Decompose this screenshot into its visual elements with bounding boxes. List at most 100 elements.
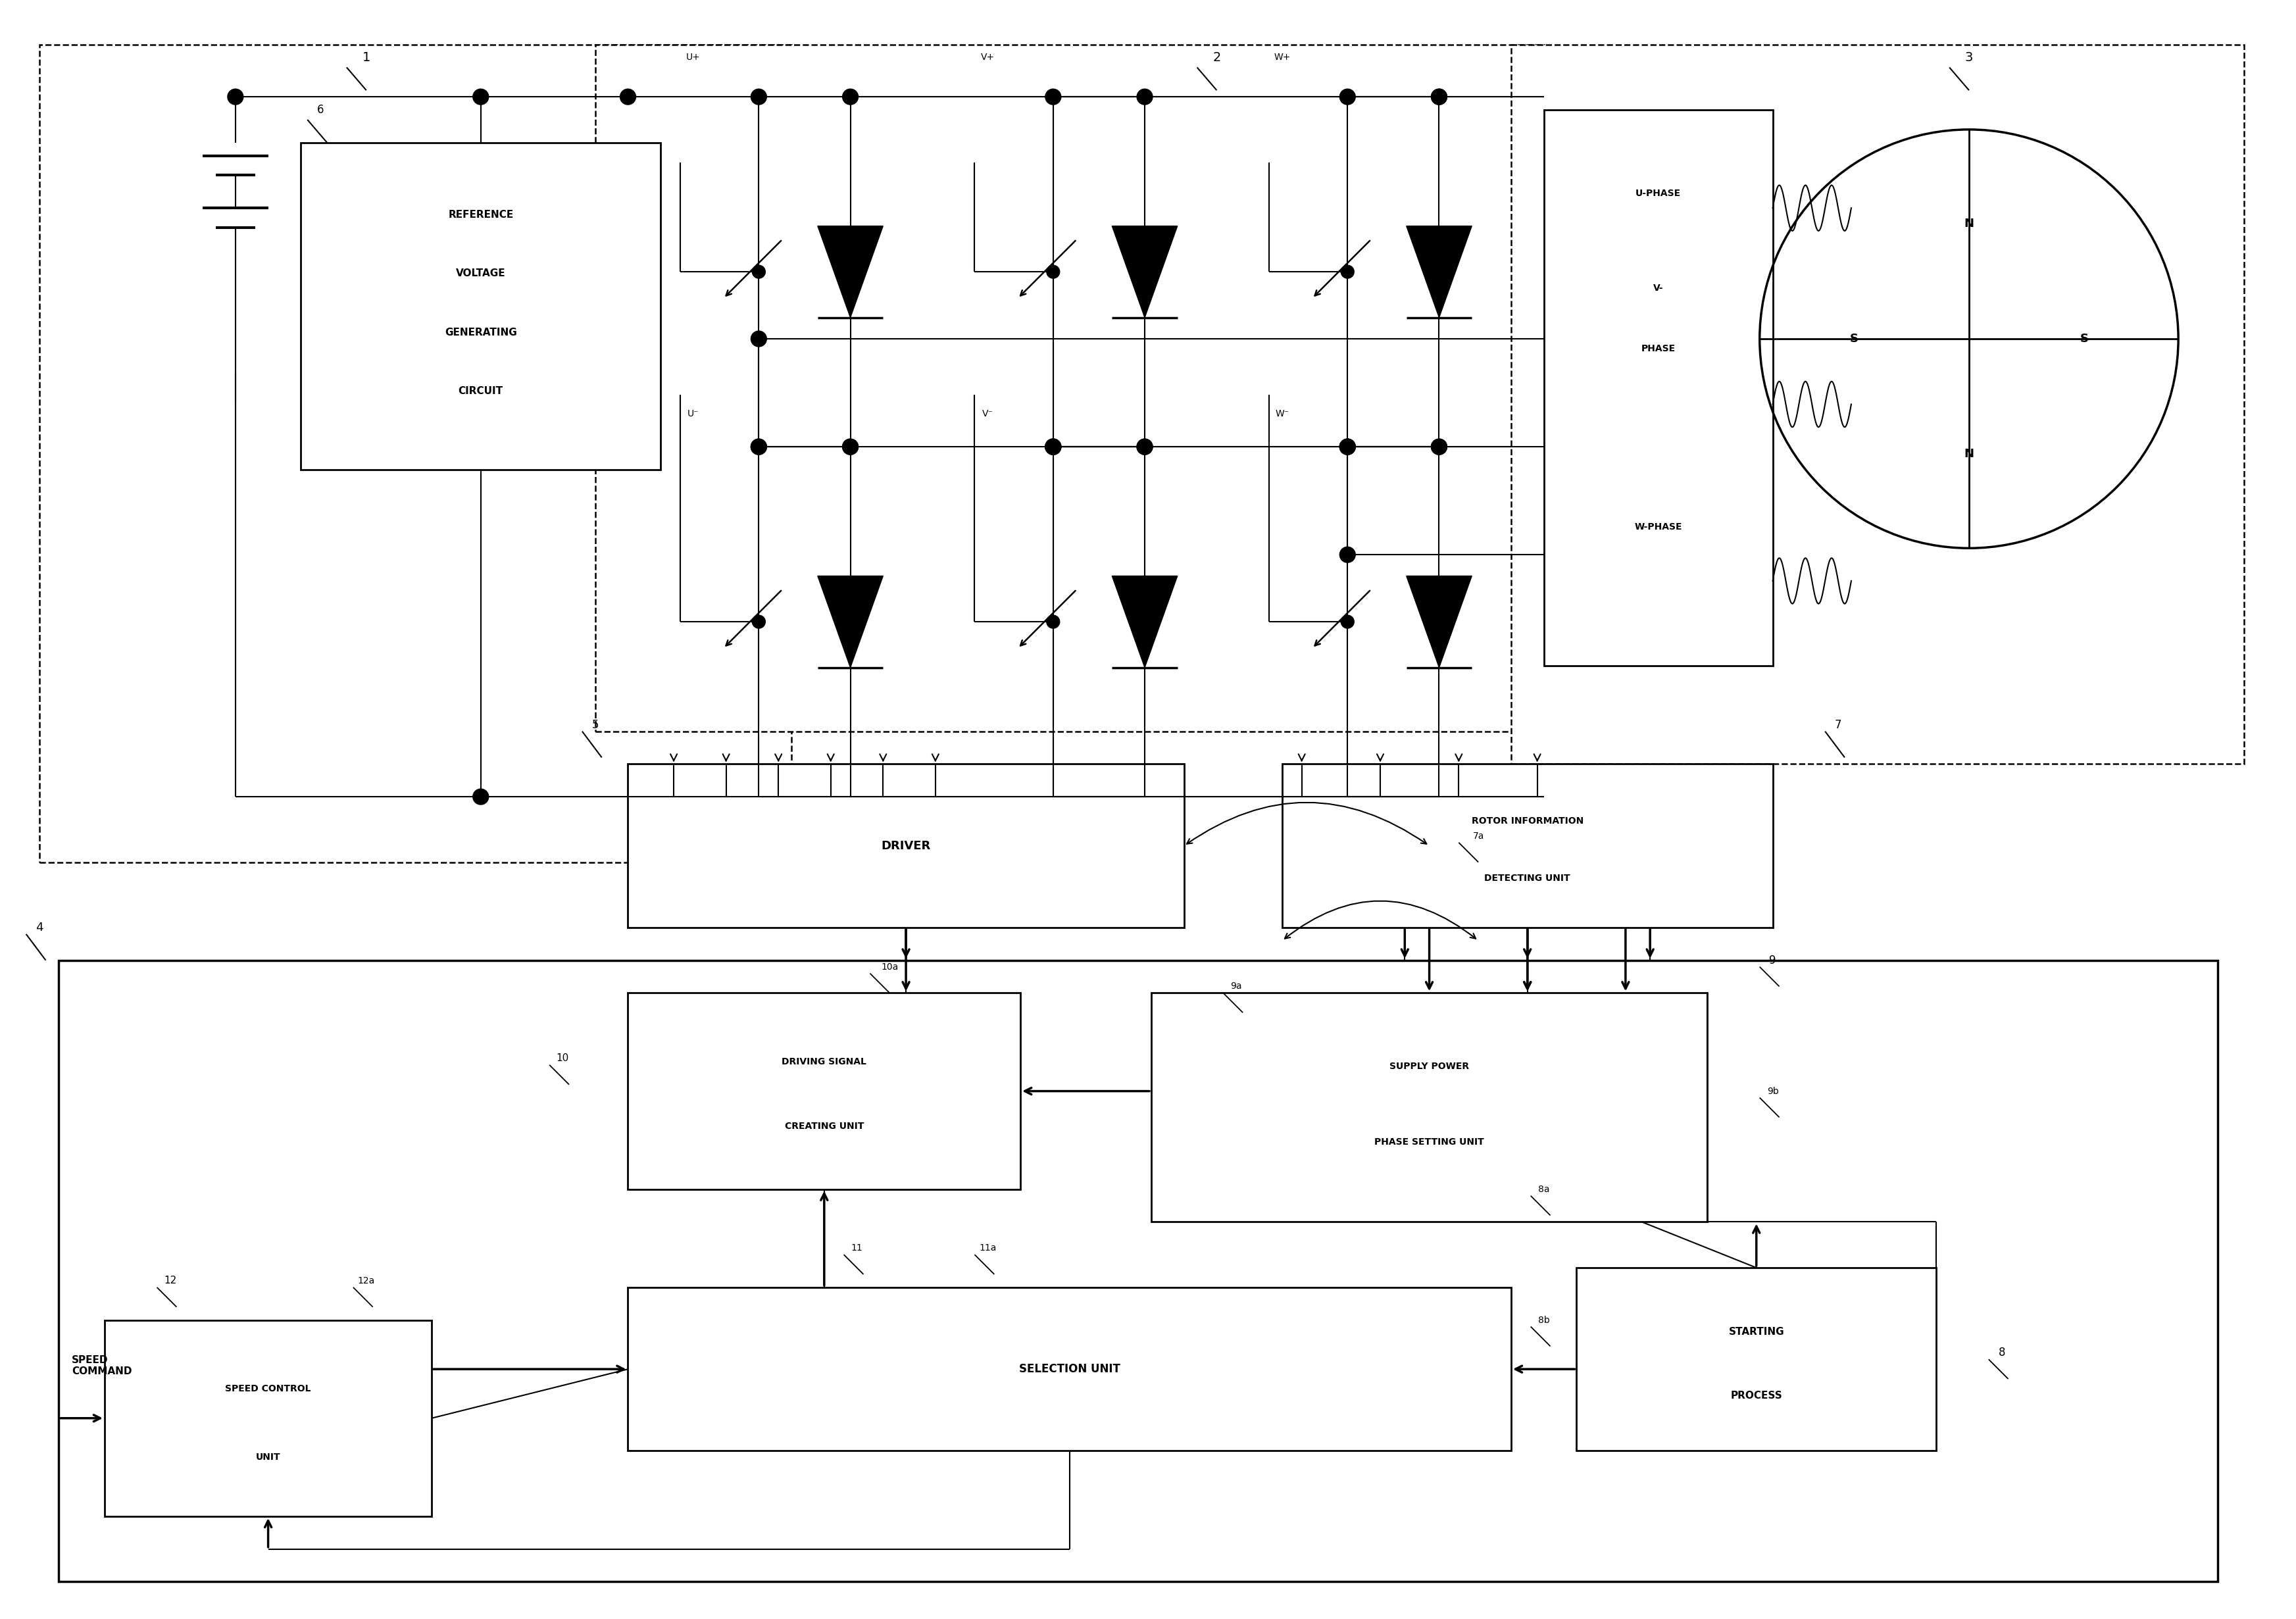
Circle shape	[843, 439, 859, 455]
Text: W⁻: W⁻	[1274, 410, 1288, 419]
Polygon shape	[1111, 576, 1178, 667]
Text: 12: 12	[163, 1276, 177, 1285]
Polygon shape	[1405, 576, 1472, 667]
Circle shape	[227, 89, 243, 105]
Text: REFERENCE: REFERENCE	[448, 209, 514, 220]
Text: 3: 3	[1965, 52, 1972, 63]
Circle shape	[753, 615, 765, 628]
Circle shape	[751, 330, 767, 346]
Text: 9a: 9a	[1231, 981, 1242, 991]
Text: 4: 4	[34, 921, 44, 934]
Circle shape	[1045, 788, 1061, 805]
Text: 9: 9	[1768, 954, 1775, 967]
Text: 7a: 7a	[1472, 832, 1483, 840]
Text: PHASE SETTING UNIT: PHASE SETTING UNIT	[1373, 1137, 1483, 1146]
Circle shape	[1045, 439, 1061, 455]
Circle shape	[1430, 89, 1446, 105]
Text: PHASE: PHASE	[1642, 345, 1674, 353]
Text: 10: 10	[556, 1054, 569, 1064]
Circle shape	[1430, 788, 1446, 805]
Text: 11a: 11a	[978, 1243, 996, 1253]
Circle shape	[843, 89, 859, 105]
Circle shape	[751, 89, 767, 105]
Text: DETECTING UNIT: DETECTING UNIT	[1483, 874, 1570, 882]
Text: 2: 2	[1212, 52, 1221, 63]
Text: SELECTION UNIT: SELECTION UNIT	[1019, 1363, 1120, 1375]
Circle shape	[1045, 439, 1061, 455]
Text: U+: U+	[687, 53, 700, 62]
Text: 5: 5	[592, 719, 599, 730]
Text: 8: 8	[1998, 1347, 2004, 1358]
Text: 10a: 10a	[882, 962, 898, 971]
Circle shape	[1137, 439, 1153, 455]
Circle shape	[753, 266, 765, 278]
Text: N: N	[1963, 448, 1972, 460]
Polygon shape	[1111, 227, 1178, 317]
Text: 9b: 9b	[1766, 1086, 1777, 1096]
Circle shape	[1045, 439, 1061, 455]
Circle shape	[1045, 439, 1061, 455]
Text: W-PHASE: W-PHASE	[1635, 523, 1681, 531]
Text: UNIT: UNIT	[255, 1452, 280, 1462]
Text: CREATING UNIT: CREATING UNIT	[785, 1122, 863, 1132]
Text: 1: 1	[363, 52, 370, 63]
Text: S: S	[2080, 334, 2087, 345]
Bar	[39, 44, 792, 863]
Text: PROCESS: PROCESS	[1729, 1391, 1782, 1400]
Text: DRIVING SIGNAL: DRIVING SIGNAL	[781, 1057, 866, 1067]
Bar	[106, 1319, 432, 1517]
Text: V-: V-	[1653, 283, 1662, 293]
Circle shape	[1430, 439, 1446, 455]
Text: 6: 6	[317, 104, 324, 117]
Text: 7: 7	[1835, 719, 1841, 730]
Circle shape	[1339, 788, 1355, 805]
Text: W+: W+	[1274, 53, 1290, 62]
Text: SPEED
COMMAND: SPEED COMMAND	[71, 1355, 133, 1376]
Circle shape	[1137, 788, 1153, 805]
Bar	[627, 764, 1185, 928]
Text: 12a: 12a	[358, 1276, 374, 1285]
Text: 8a: 8a	[1538, 1185, 1550, 1193]
Text: SPEED CONTROL: SPEED CONTROL	[225, 1384, 310, 1394]
Circle shape	[1430, 89, 1446, 105]
Circle shape	[1339, 439, 1355, 455]
Circle shape	[1339, 89, 1355, 105]
Bar	[1150, 992, 1706, 1222]
Text: S: S	[1848, 334, 1857, 345]
Circle shape	[1341, 266, 1355, 278]
Circle shape	[473, 89, 489, 105]
Circle shape	[1339, 547, 1355, 562]
Bar	[301, 142, 661, 470]
Circle shape	[1137, 89, 1153, 105]
Bar	[60, 960, 2218, 1582]
Polygon shape	[1405, 227, 1472, 317]
Bar	[1575, 1268, 1936, 1451]
Polygon shape	[817, 576, 882, 667]
Circle shape	[1341, 615, 1355, 628]
Text: STARTING: STARTING	[1729, 1328, 1784, 1337]
Bar	[627, 1287, 1511, 1451]
Bar	[1543, 110, 1773, 665]
Text: N: N	[1963, 219, 1972, 230]
Circle shape	[1430, 788, 1446, 805]
Circle shape	[1430, 439, 1446, 455]
Circle shape	[843, 439, 859, 455]
Circle shape	[1137, 439, 1153, 455]
Text: V⁻: V⁻	[983, 410, 992, 419]
Circle shape	[620, 89, 636, 105]
Text: U-PHASE: U-PHASE	[1635, 189, 1681, 198]
Text: ROTOR INFORMATION: ROTOR INFORMATION	[1472, 816, 1582, 826]
Text: V+: V+	[980, 53, 994, 62]
Text: U⁻: U⁻	[687, 410, 698, 419]
Circle shape	[1047, 266, 1058, 278]
Circle shape	[1339, 439, 1355, 455]
Text: CIRCUIT: CIRCUIT	[459, 387, 503, 397]
Text: 11: 11	[852, 1243, 863, 1253]
Bar	[627, 992, 1019, 1190]
Bar	[1511, 44, 2243, 764]
Circle shape	[1339, 439, 1355, 455]
Bar	[1281, 764, 1773, 928]
Circle shape	[1045, 89, 1061, 105]
Circle shape	[751, 439, 767, 455]
Circle shape	[751, 439, 767, 455]
